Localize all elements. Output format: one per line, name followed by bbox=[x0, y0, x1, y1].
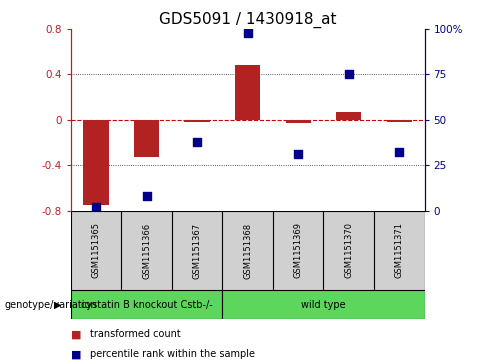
Bar bbox=[285, 120, 311, 123]
Text: ■: ■ bbox=[71, 349, 81, 359]
Bar bbox=[223, 290, 425, 319]
Text: GSM1151371: GSM1151371 bbox=[395, 223, 404, 278]
Text: GSM1151370: GSM1151370 bbox=[344, 223, 353, 278]
Point bbox=[193, 139, 201, 144]
Bar bbox=[184, 120, 210, 122]
Text: GSM1151365: GSM1151365 bbox=[92, 223, 101, 278]
Point bbox=[294, 151, 302, 157]
Bar bbox=[336, 112, 362, 120]
Bar bbox=[386, 120, 412, 122]
Point bbox=[244, 30, 252, 36]
Text: ▶: ▶ bbox=[54, 300, 61, 310]
Text: GSM1151368: GSM1151368 bbox=[243, 223, 252, 278]
Text: transformed count: transformed count bbox=[90, 329, 181, 339]
Text: GSM1151369: GSM1151369 bbox=[294, 223, 303, 278]
Point bbox=[92, 204, 100, 210]
Text: wild type: wild type bbox=[301, 300, 346, 310]
Text: cystatin B knockout Cstb-/-: cystatin B knockout Cstb-/- bbox=[81, 300, 212, 310]
Bar bbox=[71, 290, 223, 319]
Bar bbox=[235, 65, 260, 120]
Text: genotype/variation: genotype/variation bbox=[5, 300, 98, 310]
Title: GDS5091 / 1430918_at: GDS5091 / 1430918_at bbox=[159, 12, 336, 28]
Point bbox=[142, 193, 150, 199]
Text: GSM1151366: GSM1151366 bbox=[142, 223, 151, 278]
Bar bbox=[134, 120, 159, 157]
Text: ■: ■ bbox=[71, 329, 81, 339]
Text: percentile rank within the sample: percentile rank within the sample bbox=[90, 349, 255, 359]
Text: GSM1151367: GSM1151367 bbox=[193, 223, 202, 278]
Bar bbox=[83, 120, 109, 205]
Point bbox=[395, 150, 403, 155]
Point bbox=[345, 72, 353, 77]
